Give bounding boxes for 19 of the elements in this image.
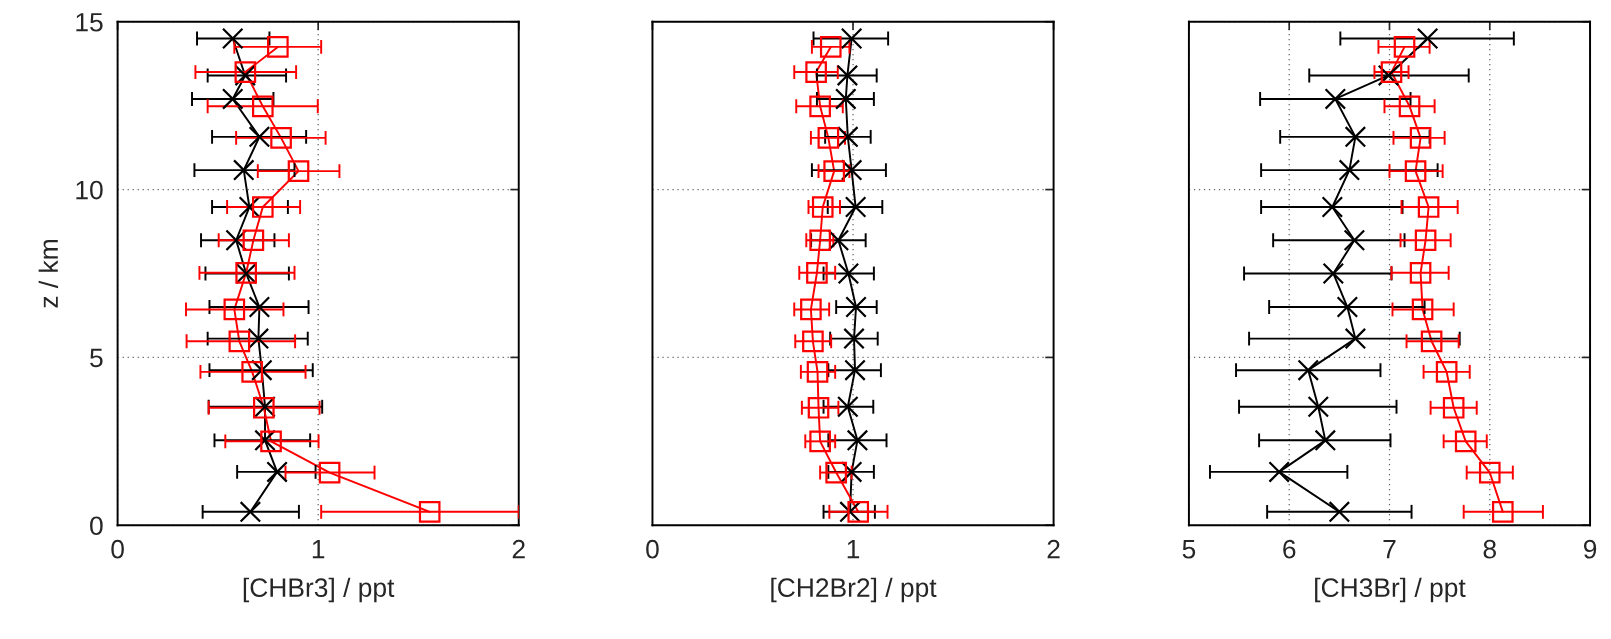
y-tick-label: 5: [90, 348, 103, 368]
y-tick-label: 0: [90, 516, 103, 536]
y-tick-label: 15: [76, 13, 103, 32]
x-tick-label: 0: [646, 539, 659, 559]
x-axis-title: [CHBr3] / ppt: [243, 577, 395, 603]
x-tick-label: 5: [1182, 540, 1196, 559]
x-tick-label: 1: [847, 540, 860, 559]
x-axis-title: [CH2Br2] / ppt: [771, 577, 937, 603]
x-tick-label: 9: [1583, 539, 1597, 559]
x-tick-label: 6: [1283, 539, 1296, 559]
x-tick-label: 1: [312, 540, 325, 559]
x-tick-label: 8: [1483, 539, 1496, 559]
y-tick-label: 10: [76, 180, 103, 200]
x-tick-label: 2: [1047, 539, 1060, 559]
x-tick-label: 2: [512, 539, 525, 559]
y-axis-title: z / km: [38, 240, 59, 308]
x-axis-title: [CH3Br] / ppt: [1315, 577, 1466, 603]
x-tick-label: 7: [1383, 540, 1396, 559]
x-tick-label: 0: [111, 539, 124, 559]
